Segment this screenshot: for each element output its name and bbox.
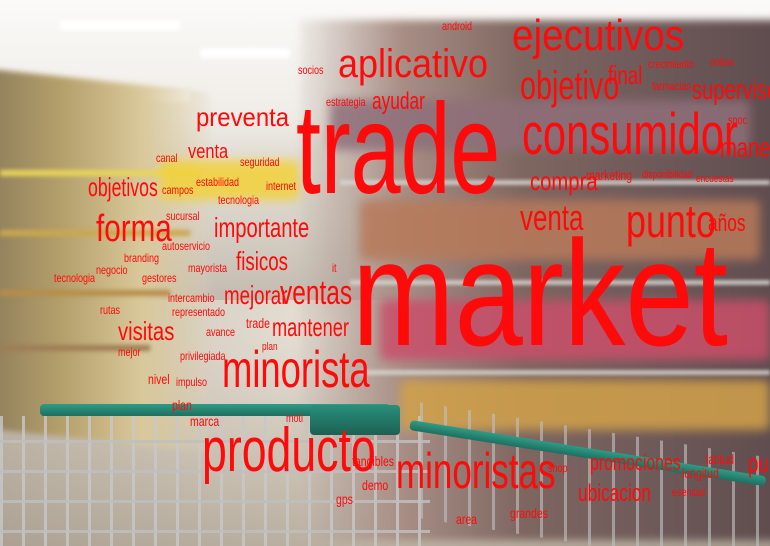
left-shelving <box>0 67 210 453</box>
word-online: online <box>710 55 735 69</box>
ceiling-light <box>200 48 290 58</box>
word-pu: pu <box>748 448 769 478</box>
word-disponibilidad: disponibilidad <box>642 169 693 181</box>
word-tecnologia-top: tecnologia <box>218 193 260 207</box>
word-avance: avance <box>206 325 236 339</box>
shelf-edge <box>360 370 770 375</box>
word-esencial: esencial <box>672 485 706 499</box>
word-plan: plan <box>172 397 192 413</box>
word-mejor: mejor <box>118 345 141 359</box>
word-socios: socios <box>298 63 324 77</box>
left-shelf-stripe <box>0 230 190 236</box>
word-marketing: marketing <box>586 167 633 183</box>
word-trade: trade <box>296 78 501 221</box>
cart-wire <box>0 440 430 443</box>
cart-handle-grip <box>310 405 400 435</box>
word-aplicativo: aplicativo <box>338 42 489 86</box>
word-android: android <box>442 19 473 33</box>
word-spoc: spoc <box>728 113 748 127</box>
word-crecimiento: crecimiento <box>648 57 695 71</box>
word-ventas: ventas <box>280 274 353 312</box>
word-objetivos: objetivos <box>88 172 158 202</box>
word-importante: importante <box>214 212 310 243</box>
cart-basket <box>0 416 430 546</box>
word-rutas: rutas <box>100 303 121 317</box>
word-final: final <box>608 60 643 90</box>
word-demo: demo <box>362 477 389 493</box>
word-grandes: grandes <box>510 505 548 521</box>
ceiling-light <box>60 20 180 30</box>
word-manej: manej <box>720 132 770 163</box>
word-mayorista: mayorista <box>188 261 228 275</box>
word-intercambio: intercambio <box>168 291 215 305</box>
word-promociones: promociones <box>590 450 681 475</box>
word-sucursal: sucursal <box>166 209 200 223</box>
word-encuestas: encuestas <box>696 173 734 185</box>
word-market: market <box>352 209 728 377</box>
word-shop: shop <box>548 461 568 475</box>
word-moti: moti <box>286 411 304 425</box>
word-campos: campos <box>162 183 194 197</box>
word-estrategia: estrategia <box>326 95 366 109</box>
word-gps: gps <box>336 491 353 507</box>
word-visitas: visitas <box>118 316 175 346</box>
word-compra: compra <box>530 166 598 196</box>
word-ayudar: ayudar <box>372 88 425 115</box>
word-farmacias: farmacias <box>652 79 692 93</box>
shelf-edge <box>350 280 770 285</box>
product-band <box>380 300 770 360</box>
product-band <box>160 160 300 200</box>
left-shelf-stripe <box>0 345 150 351</box>
word-it: it <box>332 261 337 275</box>
word-fisicos: fisicos <box>236 246 289 276</box>
word-tecnologia-left: tecnologia <box>54 271 96 285</box>
word-privilegiada: privilegiada <box>180 349 226 363</box>
cart-wire <box>0 530 430 533</box>
word-latitud: latitud <box>706 451 735 467</box>
word-canal: canal <box>156 151 178 165</box>
word-tangibles: tangibles <box>352 453 395 469</box>
word-preventa: preventa <box>196 102 290 132</box>
word-nivel: nivel <box>148 371 170 387</box>
word-minorista: minorista <box>222 341 370 399</box>
word-representado: representado <box>172 305 226 319</box>
word-producto: producto <box>202 416 376 485</box>
word-ubicacion: ubicacion <box>578 480 652 507</box>
word-objetivo: objetivo <box>520 64 620 108</box>
word-autoservicio: autoservicio <box>162 239 211 253</box>
word-venta-left: venta <box>188 141 229 163</box>
word-internet: internet <box>266 179 297 193</box>
shelf-edge <box>340 180 770 185</box>
word-impulso: impulso <box>176 375 208 389</box>
cart-handle <box>40 404 390 416</box>
word-venta-right: venta <box>520 197 584 238</box>
word-longitud: longitud <box>682 465 719 481</box>
word-trade-small: trade <box>246 315 270 331</box>
word-supervisor: supervisor <box>692 74 770 105</box>
word-anos: años <box>708 210 746 237</box>
word-negocio: negocio <box>96 263 128 277</box>
left-shelf-stripe <box>0 170 200 176</box>
word-gestores: gestores <box>142 271 177 285</box>
product-band <box>360 200 760 260</box>
cart-wire <box>0 470 430 473</box>
product-band <box>330 100 750 150</box>
word-marca: marca <box>190 413 220 429</box>
word-seguridad: seguridad <box>240 155 280 169</box>
word-branding: branding <box>124 251 160 265</box>
word-minoristas: minoristas <box>396 443 556 499</box>
word-mejorar: mejorar <box>224 280 288 310</box>
word-ejecutivos: ejecutivos <box>512 11 685 60</box>
word-mantener: mantener <box>272 312 349 342</box>
word-consumidor: consumidor <box>522 102 738 167</box>
cart-wire <box>0 500 430 503</box>
word-punto: punto <box>626 195 716 247</box>
word-forma: forma <box>96 208 172 250</box>
word-area: area <box>456 511 478 527</box>
left-shelf-stripe <box>0 290 170 296</box>
word-estabilidad: estabilidad <box>196 175 240 189</box>
word-plan-small: plan <box>262 341 278 353</box>
